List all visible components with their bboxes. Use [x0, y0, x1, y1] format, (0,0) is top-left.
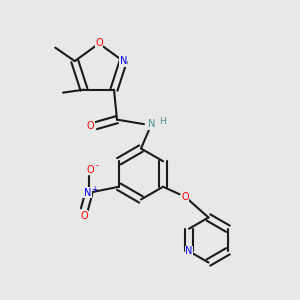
- Text: H: H: [159, 117, 166, 126]
- Text: O: O: [87, 121, 94, 130]
- Text: N: N: [148, 119, 155, 129]
- Text: O: O: [87, 165, 94, 175]
- Text: +: +: [91, 185, 98, 194]
- Text: O: O: [80, 211, 88, 221]
- Text: N: N: [84, 188, 91, 198]
- Text: -: -: [96, 161, 99, 170]
- Text: N: N: [185, 246, 193, 256]
- Text: O: O: [181, 192, 189, 202]
- Text: N: N: [120, 56, 127, 66]
- Text: O: O: [95, 38, 103, 49]
